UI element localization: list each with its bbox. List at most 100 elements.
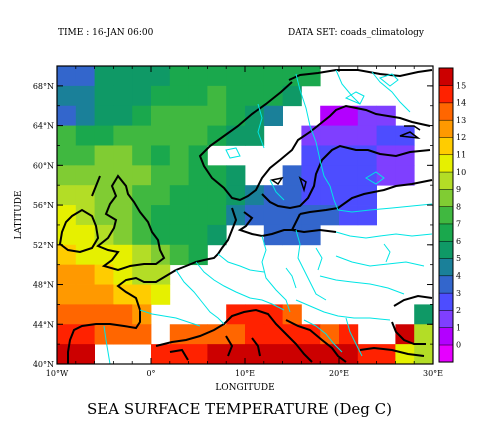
x-axis-label: LONGITUDE <box>215 383 274 393</box>
sst-cell <box>151 264 171 285</box>
sst-cell <box>207 185 227 206</box>
x-tick-label: 20°E <box>329 369 349 378</box>
sst-cell <box>94 185 114 206</box>
sst-cell <box>226 205 246 226</box>
x-tick-label: 10°E <box>235 369 255 378</box>
sst-cell <box>245 85 265 107</box>
sst-cell <box>188 344 208 364</box>
sst-cell <box>226 66 246 87</box>
y-tick-label: 40°N <box>33 360 54 369</box>
sst-cell <box>57 344 77 364</box>
sst-cell <box>301 344 321 364</box>
colorbar-label: 3 <box>456 289 461 298</box>
colorbar-label: 1 <box>456 323 461 332</box>
sst-cell <box>94 125 114 146</box>
sst-cell <box>320 165 340 186</box>
sst-cell <box>188 205 208 226</box>
sst-cell <box>207 205 227 226</box>
x-tick-label: 0° <box>146 369 155 378</box>
time-label: TIME : 16-JAN 06:00 <box>58 28 154 38</box>
colorbar-swatch <box>438 327 454 346</box>
sst-cell <box>94 165 114 186</box>
sst-cell <box>226 165 246 186</box>
colorbar-swatch <box>438 206 454 225</box>
black-sea-coastline <box>359 294 433 357</box>
scandinavia-coastline <box>198 69 433 202</box>
sst-cell <box>75 145 95 166</box>
sst-cell <box>357 125 377 146</box>
colorbar-swatch <box>438 309 454 328</box>
sst-cell <box>169 66 189 87</box>
sst-cell <box>75 125 95 146</box>
sst-cell <box>282 85 302 107</box>
sst-cell <box>169 244 189 266</box>
sst-cell <box>75 304 95 325</box>
sst-cell <box>263 304 283 325</box>
sst-cell <box>282 304 302 325</box>
sst-cell <box>94 205 114 226</box>
sst-cell <box>113 205 133 226</box>
sst-cell <box>207 66 227 87</box>
sst-cell <box>151 284 171 305</box>
sst-cell <box>301 224 321 246</box>
y-axis-label: LATITUDE <box>14 191 24 240</box>
x-tick-label: 10°W <box>46 369 69 378</box>
national-borders <box>103 69 433 364</box>
sst-cell <box>188 145 208 166</box>
sst-cell <box>414 324 433 345</box>
colorbar-swatch <box>438 188 454 207</box>
sst-cell <box>169 185 189 206</box>
sst-cell <box>245 185 265 206</box>
sst-cell <box>263 105 283 126</box>
y-tick-label: 68°N <box>33 82 54 91</box>
sst-cell <box>188 165 208 186</box>
sst-cell <box>357 145 377 166</box>
sst-cell <box>263 185 283 206</box>
colorbar-frame <box>438 67 454 363</box>
sst-cell <box>132 304 152 325</box>
colorbar-swatch <box>438 154 454 173</box>
sst-cell <box>57 304 77 325</box>
sst-cell <box>151 344 171 364</box>
sst-cell <box>169 85 189 107</box>
colorbar-label: 6 <box>456 237 461 246</box>
sst-cell <box>57 66 77 87</box>
sst-cell <box>151 224 171 246</box>
sst-cell <box>339 125 359 146</box>
sst-cell <box>94 304 114 325</box>
sst-cell <box>57 185 77 206</box>
sst-cell <box>320 145 340 166</box>
sst-cell <box>151 145 171 166</box>
sst-cell <box>75 66 95 87</box>
sst-cell <box>113 125 133 146</box>
sst-cell <box>395 145 415 166</box>
y-tick-label: 64°N <box>33 122 54 131</box>
sst-cell <box>75 324 95 345</box>
y-tick-label: 52°N <box>33 241 54 250</box>
sst-cell <box>245 105 265 126</box>
sst-cell <box>339 105 359 126</box>
sst-cell <box>75 185 95 206</box>
ireland-coastline <box>58 208 100 254</box>
sst-cell <box>395 324 415 345</box>
sst-cell <box>339 165 359 186</box>
colorbar-label: 10 <box>456 168 466 177</box>
sst-cell <box>132 85 152 107</box>
sst-cell <box>57 145 77 166</box>
sst-cell <box>188 185 208 206</box>
islands <box>270 125 421 193</box>
sst-cell <box>132 66 152 87</box>
sst-cell <box>75 244 95 266</box>
sst-cell <box>301 205 321 226</box>
sst-cell <box>245 324 265 345</box>
sst-cell <box>113 284 133 305</box>
sst-cell <box>395 165 415 186</box>
sst-cell <box>357 205 377 226</box>
colorbar-swatch <box>438 67 454 86</box>
sst-cell <box>301 66 321 87</box>
sst-cell <box>75 85 95 107</box>
colorbar-label: 8 <box>456 202 461 211</box>
sst-cell <box>151 125 171 146</box>
